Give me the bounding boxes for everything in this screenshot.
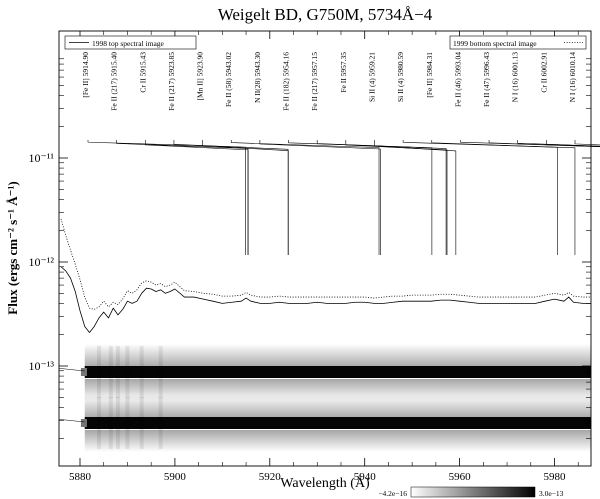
series-1999-line: [60, 218, 591, 310]
line-id-label-12: Si II (4) 5980.59: [396, 52, 405, 102]
line-id-leader-5: [202, 140, 289, 255]
y-tick-label-1: 10⁻¹³: [28, 359, 54, 373]
spectral-image-1-core: [84, 366, 591, 378]
spectral-image-1-column-5: [139, 346, 144, 398]
line-id-label-6: Fe II (58) 5943.02: [224, 52, 233, 107]
line-id-leader-3: [144, 140, 249, 255]
y-tick-label-3: 10⁻¹¹: [28, 151, 54, 165]
line-id-label-15: Fe II (47) 5996.43: [482, 52, 491, 107]
x-axis-label: Wavelength (Å): [280, 475, 370, 491]
line-id-label-13: [Fe II] 5984.31: [425, 52, 434, 98]
x-tick-label-5980: 5980: [544, 471, 567, 483]
line-id-leader-13: [431, 140, 576, 255]
line-id-label-10: Fe II 5957.35: [339, 52, 348, 93]
line-id-label-9: Fe II (217) 5957.15: [310, 52, 319, 111]
spectral-image-1-column-4: [125, 346, 130, 398]
spectra: [60, 218, 591, 333]
spectral-image-2-upper-halo: [84, 395, 591, 419]
spectral-image-1-column-3: [115, 346, 120, 398]
spectral-image-2-bd-label: BD: [46, 414, 59, 424]
chart-title: Weigelt BD, G750M, 5734Å−4: [218, 5, 433, 24]
line-id-leader-15: [488, 140, 600, 147]
line-id-label-3: Cr II 5915.43: [138, 52, 147, 93]
spectral-image-2-lower-halo: [84, 430, 591, 452]
spectral-image-1-bd-leader: [59, 368, 85, 372]
line-id-label-11: Si II (4) 5959.21: [367, 52, 376, 102]
legend-1998: 1998 top spectral image: [64, 35, 197, 50]
colorbar-max-label: 3.0e−13: [539, 489, 564, 498]
spectral-images: BD ABD A: [46, 344, 591, 452]
line-id-leader-1: [87, 140, 246, 255]
series-1998-line: [60, 266, 591, 333]
line-id-label-17: Cr II 6002.91: [539, 52, 548, 93]
x-axis: 58805900592059405960598060006020: [69, 31, 579, 483]
line-id-leader-9: [316, 140, 447, 255]
legend-1999-label: 1999 bottom spectral image: [453, 39, 537, 48]
line-id-label-5: [Mn II] 5923.90: [196, 52, 205, 101]
line-id-leader-6: [230, 140, 380, 255]
line-id-label-4: Fe II (217) 5923.85: [167, 52, 176, 111]
line-id-leader-11: [374, 140, 457, 255]
x-tick-label-5940: 5940: [354, 471, 377, 483]
spectral-image-2-edge: [80, 419, 87, 427]
spectral-image-2-column-5: [139, 397, 144, 449]
line-id-leader-4: [173, 140, 289, 255]
spectral-image-1-column-6: [158, 346, 163, 398]
line-id-leader-18: [574, 140, 600, 146]
y-axis-label: Flux (ergs cm⁻² s⁻¹ Å⁻¹): [5, 181, 20, 314]
line-id-leader-12: [402, 140, 558, 255]
spectral-image-2-column-4: [125, 397, 130, 449]
line-id-leader-14: [460, 140, 600, 147]
line-id-label-2: Fe II (217) 5915.40: [110, 52, 119, 111]
x-tick-label-5920: 5920: [259, 471, 282, 483]
legend-1998-label: 1998 top spectral image: [92, 39, 165, 48]
colorbar-min-label: −4.2e−16: [378, 489, 407, 498]
spectral-image-2-column-2: [108, 397, 113, 449]
line-id-label-14: Fe II (46) 5993.04: [453, 52, 462, 107]
spectral-image-2-column-6: [158, 397, 163, 449]
y-tick-label-2: 10⁻¹²: [28, 255, 54, 269]
y-axis: 10⁻¹³ 10⁻¹² 10⁻¹¹: [28, 58, 591, 439]
line-id-label-7: N II(28) 5943.30: [253, 52, 262, 103]
x-tick-label-5960: 5960: [449, 471, 472, 483]
colorbar: [410, 486, 536, 498]
x-tick-label-5900: 5900: [164, 471, 187, 483]
spectral-image-1-column-2: [108, 346, 113, 398]
line-id-label-8: Fe II (182) 5954.16: [282, 52, 291, 111]
line-id-label-18: N I (16) 6010.14: [568, 52, 577, 103]
spectral-image-1-edge: [80, 368, 87, 376]
legend-1999-box: [449, 35, 587, 50]
spectral-image-1-upper-halo: [84, 344, 591, 368]
line-id-leader-17: [546, 140, 600, 147]
line-id-label-16: N I (16) 6001.13: [511, 52, 520, 103]
line-id-leader-7: [259, 140, 381, 255]
spectral-image-2-column-1: [96, 397, 101, 449]
spectral-image-1-column-1: [96, 346, 101, 398]
x-tick-label-5880: 5880: [69, 471, 92, 483]
line-id-leader-8: [288, 140, 433, 255]
line-id-leader-16: [517, 140, 600, 147]
legend-1998-box: [64, 35, 197, 50]
spectral-image-2-column-3: [115, 397, 120, 449]
line-id-leader-2: [116, 140, 249, 255]
line-id-label-1: [Fe II] 5914.90: [81, 52, 90, 98]
plot-frame: [58, 30, 592, 467]
line-identifications: [Fe II] 5914.90 Fe II (217) 5915.40 Cr II …: [81, 52, 600, 255]
spectral-image-2-bd-leader: [59, 419, 85, 423]
legend-1999: 1999 bottom spectral image: [449, 35, 587, 50]
spectral-image-2-core: [84, 417, 591, 429]
